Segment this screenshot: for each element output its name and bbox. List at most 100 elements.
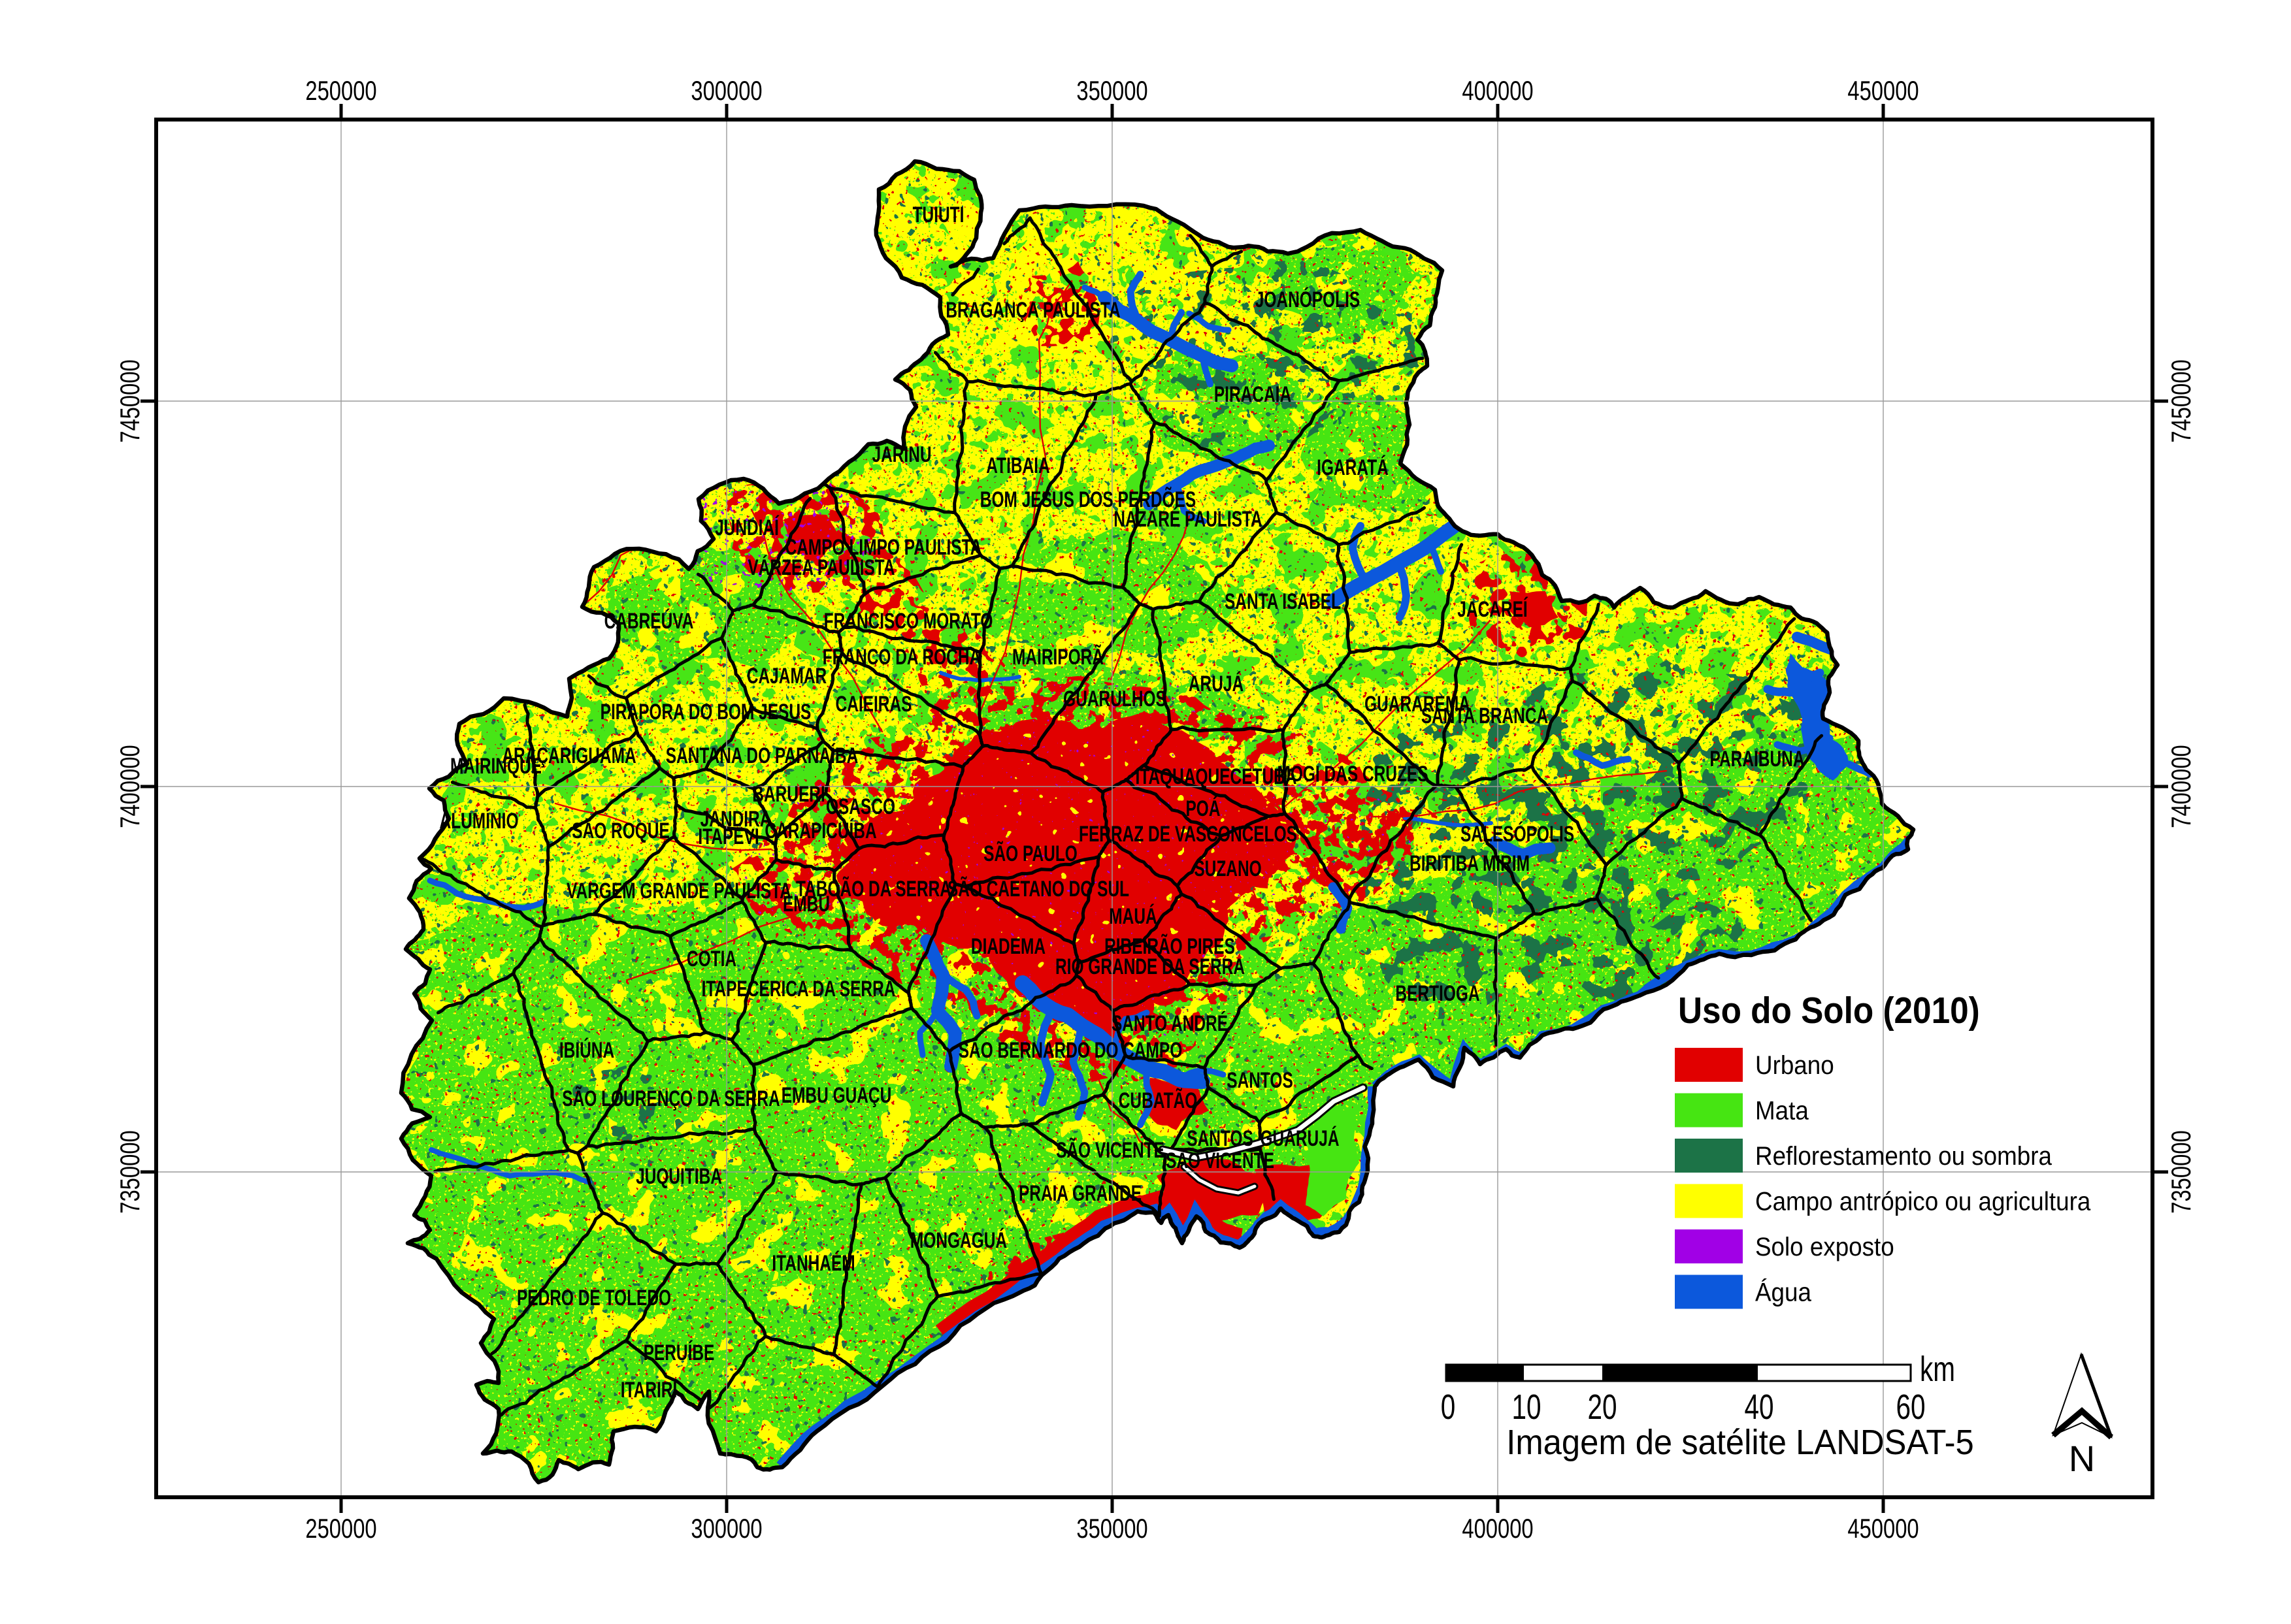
- svg-text:SÃO CAETANO DO SUL: SÃO CAETANO DO SUL: [948, 876, 1129, 901]
- svg-text:BRAGANÇA PAULISTA: BRAGANÇA PAULISTA: [946, 298, 1120, 323]
- svg-text:SANTOS: SANTOS: [1227, 1068, 1293, 1093]
- svg-text:350000: 350000: [1076, 75, 1147, 106]
- svg-text:N: N: [2069, 1438, 2095, 1479]
- svg-text:SÃO VICENTE: SÃO VICENTE: [1166, 1148, 1274, 1173]
- svg-text:SALESÓPOLIS: SALESÓPOLIS: [1460, 821, 1574, 847]
- svg-text:JUQUITIBA: JUQUITIBA: [636, 1164, 722, 1189]
- svg-text:7400000: 7400000: [2166, 745, 2196, 828]
- svg-text:40: 40: [1744, 1388, 1773, 1427]
- svg-text:PIRACAIA: PIRACAIA: [1214, 382, 1291, 407]
- svg-text:Uso do Solo (2010): Uso do Solo (2010): [1678, 990, 1980, 1031]
- svg-text:FRANCISCO MORATO: FRANCISCO MORATO: [824, 609, 993, 634]
- svg-text:FERRAZ DE VASCONCELOS: FERRAZ DE VASCONCELOS: [1079, 822, 1297, 847]
- svg-text:SÃO ROQUE: SÃO ROQUE: [572, 818, 670, 843]
- svg-text:BERTIOGA: BERTIOGA: [1395, 981, 1479, 1006]
- svg-text:350000: 350000: [1076, 1513, 1147, 1544]
- svg-text:BIRITIBA MIRIM: BIRITIBA MIRIM: [1409, 851, 1530, 876]
- svg-text:IBIÚNA: IBIÚNA: [559, 1037, 614, 1063]
- svg-text:PIRAPORA DO BOM JESUS: PIRAPORA DO BOM JESUS: [601, 700, 812, 724]
- svg-text:450000: 450000: [1847, 1513, 1919, 1544]
- svg-text:JARINU: JARINU: [872, 442, 931, 467]
- svg-text:SANTOS: SANTOS: [1187, 1126, 1253, 1151]
- svg-text:PEDRO DE TOLEDO: PEDRO DE TOLEDO: [517, 1286, 671, 1310]
- svg-text:ALUMÍNIO: ALUMÍNIO: [440, 808, 519, 834]
- svg-text:7400000: 7400000: [114, 745, 145, 828]
- svg-text:km: km: [1920, 1350, 1955, 1389]
- svg-text:JUNDIAÍ: JUNDIAÍ: [715, 515, 780, 540]
- svg-text:300000: 300000: [691, 75, 762, 106]
- svg-text:ITAQUAQUECETUBA: ITAQUAQUECETUBA: [1136, 764, 1297, 789]
- svg-text:250000: 250000: [305, 75, 376, 106]
- svg-text:EMBU GUAÇU: EMBU GUAÇU: [782, 1083, 892, 1108]
- svg-text:Urbano: Urbano: [1755, 1051, 1834, 1080]
- svg-text:ATIBAIA: ATIBAIA: [986, 453, 1049, 478]
- svg-text:JACAREÍ: JACAREÍ: [1457, 596, 1528, 622]
- svg-text:CAMPO LIMPO PAULISTA: CAMPO LIMPO PAULISTA: [785, 535, 982, 560]
- svg-text:ITAPEVI: ITAPEVI: [698, 824, 759, 849]
- svg-text:JOANÓPOLIS: JOANÓPOLIS: [1255, 287, 1360, 312]
- svg-text:7350000: 7350000: [2166, 1130, 2196, 1214]
- svg-text:CAJAMAR: CAJAMAR: [747, 664, 827, 689]
- svg-text:SANTANA DO PARNAÍBA: SANTANA DO PARNAÍBA: [666, 743, 859, 768]
- svg-text:10: 10: [1511, 1388, 1541, 1427]
- svg-text:0: 0: [1441, 1388, 1456, 1427]
- svg-text:SANTA BRANCA: SANTA BRANCA: [1421, 704, 1548, 728]
- svg-text:PARAIBUNA: PARAIBUNA: [1710, 747, 1805, 771]
- svg-text:ITANHAÉM: ITANHAÉM: [772, 1250, 855, 1276]
- svg-text:SÃO PAULO: SÃO PAULO: [983, 841, 1078, 866]
- svg-text:VARGEM GRANDE PAULISTA: VARGEM GRANDE PAULISTA: [567, 879, 791, 903]
- svg-text:SANTA ISABEL: SANTA ISABEL: [1225, 589, 1341, 614]
- svg-text:ARUJÁ: ARUJÁ: [1189, 671, 1244, 696]
- svg-text:DIADEMA: DIADEMA: [971, 934, 1046, 959]
- svg-text:GUARAREMA: GUARAREMA: [1364, 692, 1470, 717]
- svg-text:BOM JESUS DOS PERDÕES: BOM JESUS DOS PERDÕES: [980, 487, 1196, 512]
- svg-text:SUZANO: SUZANO: [1194, 856, 1261, 881]
- svg-text:EMBU: EMBU: [783, 892, 830, 917]
- svg-text:400000: 400000: [1462, 75, 1533, 106]
- svg-text:MONGAGUÁ: MONGAGUÁ: [910, 1227, 1007, 1253]
- svg-text:7450000: 7450000: [2166, 359, 2196, 443]
- svg-text:SÃO VICENTE: SÃO VICENTE: [1056, 1137, 1164, 1163]
- svg-text:SÃO BERNARDO DO CAMPO: SÃO BERNARDO DO CAMPO: [959, 1037, 1183, 1063]
- svg-text:PRAIA GRANDE: PRAIA GRANDE: [1019, 1181, 1142, 1206]
- svg-text:TUIUTI: TUIUTI: [913, 203, 964, 227]
- svg-text:250000: 250000: [305, 1513, 376, 1544]
- svg-text:CABREÚVA: CABREÚVA: [604, 608, 694, 634]
- svg-text:RIO GRANDE DA SERRA: RIO GRANDE DA SERRA: [1055, 954, 1245, 979]
- svg-text:CUBATÃO: CUBATÃO: [1119, 1088, 1198, 1113]
- svg-text:ITAPECERICA DA SERRA: ITAPECERICA DA SERRA: [702, 977, 896, 1001]
- svg-text:RIBEIRÃO PIRES: RIBEIRÃO PIRES: [1104, 934, 1235, 959]
- svg-text:Água: Água: [1755, 1278, 1812, 1307]
- svg-text:VÁRZEA PAULISTA: VÁRZEA PAULISTA: [748, 555, 895, 580]
- svg-text:TABOÃO DA SERRA: TABOÃO DA SERRA: [796, 876, 951, 901]
- svg-text:GUARULHOS: GUARULHOS: [1063, 687, 1166, 711]
- svg-text:OSASCO: OSASCO: [826, 794, 895, 819]
- svg-text:MOGI DAS CRUZES: MOGI DAS CRUZES: [1277, 762, 1428, 787]
- svg-text:Imagem de satélite LANDSAT-5: Imagem de satélite LANDSAT-5: [1506, 1423, 1973, 1463]
- svg-text:BARUERI: BARUERI: [752, 782, 825, 807]
- svg-text:MAUÁ: MAUÁ: [1109, 903, 1157, 929]
- svg-text:60: 60: [1896, 1388, 1925, 1427]
- svg-text:Solo exposto: Solo exposto: [1755, 1233, 1894, 1262]
- svg-text:Mata: Mata: [1755, 1096, 1809, 1126]
- svg-text:IGARATÁ: IGARATÁ: [1317, 455, 1389, 480]
- svg-text:400000: 400000: [1462, 1513, 1533, 1544]
- svg-text:ARAÇARIGUAMA: ARAÇARIGUAMA: [502, 743, 636, 768]
- svg-text:300000: 300000: [691, 1513, 762, 1544]
- svg-text:Campo antrópico ou agricultura: Campo antrópico ou agricultura: [1755, 1187, 2091, 1216]
- svg-text:JANDIRA: JANDIRA: [700, 807, 772, 832]
- svg-text:MAIRIPORÃ: MAIRIPORÃ: [1012, 644, 1104, 670]
- svg-text:Reflorestamento ou sombra: Reflorestamento ou sombra: [1755, 1142, 2052, 1171]
- svg-text:PERUÍBE: PERUÍBE: [644, 1340, 715, 1365]
- svg-text:20: 20: [1587, 1388, 1617, 1427]
- svg-text:CAIEIRAS: CAIEIRAS: [836, 692, 912, 717]
- svg-text:POÁ: POÁ: [1185, 796, 1220, 821]
- svg-text:7450000: 7450000: [114, 359, 145, 443]
- svg-text:7350000: 7350000: [114, 1130, 145, 1214]
- svg-text:450000: 450000: [1847, 75, 1919, 106]
- svg-text:FRANCO DA ROCHA: FRANCO DA ROCHA: [823, 645, 981, 670]
- svg-text:NAZARÉ PAULISTA: NAZARÉ PAULISTA: [1113, 506, 1262, 532]
- svg-text:COTIA: COTIA: [687, 947, 736, 971]
- svg-text:MAIRINQUE: MAIRINQUE: [450, 754, 542, 779]
- svg-text:SANTO ANDRÉ: SANTO ANDRÉ: [1112, 1011, 1228, 1036]
